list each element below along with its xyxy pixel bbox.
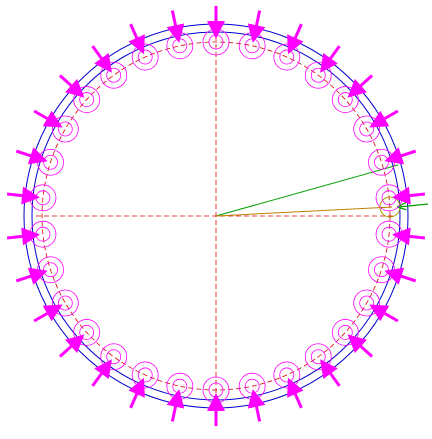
hole-outer	[353, 115, 381, 143]
load-arrow	[15, 147, 48, 165]
hole-inner	[337, 92, 353, 107]
hole-inner	[310, 349, 326, 365]
load-arrow	[33, 109, 63, 128]
hole-outer	[368, 256, 395, 284]
load-arrow	[347, 334, 374, 358]
hole-outer	[51, 115, 79, 143]
hole-inner	[374, 262, 389, 278]
load-arrow	[58, 74, 85, 98]
hole-outer	[273, 43, 301, 71]
load-arrow	[392, 186, 426, 205]
load-arrow	[247, 389, 266, 422]
load-arrow	[287, 23, 304, 55]
hole-inner	[279, 49, 295, 65]
hole-outer	[100, 61, 128, 89]
load-arrow	[384, 147, 417, 165]
load-arrow	[128, 377, 145, 409]
load-arrow	[6, 186, 40, 205]
hole-inner	[337, 325, 353, 340]
load-arrow	[320, 359, 341, 387]
hole-inner	[79, 92, 95, 107]
green-arrow	[398, 204, 429, 207]
orange-ray	[215, 206, 393, 217]
load-arrow	[15, 267, 48, 285]
load-arrow	[33, 304, 63, 323]
hole-outer	[166, 372, 194, 400]
load-arrow	[369, 304, 399, 323]
load-arrow	[369, 109, 399, 128]
green-ray	[215, 164, 399, 217]
hole-inner	[172, 378, 188, 394]
load-arrow	[287, 377, 304, 409]
load-arrow	[166, 389, 185, 422]
hole-inner	[359, 121, 375, 137]
hole-outer	[368, 148, 395, 176]
load-arrow	[128, 23, 145, 55]
load-arrow	[91, 45, 112, 73]
hole-outer	[353, 289, 381, 317]
load-arrow	[91, 359, 112, 387]
load-arrow	[58, 334, 85, 358]
hole-inner	[106, 67, 122, 83]
hole-outer	[51, 289, 79, 317]
hole-outer	[166, 32, 194, 60]
hole-outer	[73, 319, 101, 346]
hole-inner	[310, 67, 326, 83]
load-arrow	[166, 10, 185, 43]
hole-inner	[106, 349, 122, 365]
load-arrow	[392, 227, 426, 246]
hole-inner	[172, 38, 188, 54]
hole-inner	[359, 295, 375, 311]
load-arrow	[320, 45, 341, 73]
hole-outer	[304, 343, 332, 371]
hole-outer	[73, 86, 101, 113]
load-arrow	[347, 74, 374, 98]
hole-outer	[131, 43, 159, 71]
hole-inner	[57, 121, 73, 137]
hole-outer	[331, 319, 359, 346]
hole-inner	[137, 49, 153, 65]
hole-inner	[374, 154, 389, 170]
load-arrow	[247, 10, 266, 43]
load-arrow	[6, 227, 40, 246]
hole-outer	[331, 86, 359, 113]
hole-inner	[57, 295, 73, 311]
hole-outer	[100, 343, 128, 371]
hole-inner	[137, 367, 153, 383]
hole-outer	[273, 361, 301, 389]
hole-outer	[304, 61, 332, 89]
hole-outer	[131, 361, 159, 389]
hole-inner	[79, 325, 95, 340]
hole-inner	[279, 367, 295, 383]
hole-ring	[6, 6, 426, 426]
load-arrow	[384, 267, 417, 285]
